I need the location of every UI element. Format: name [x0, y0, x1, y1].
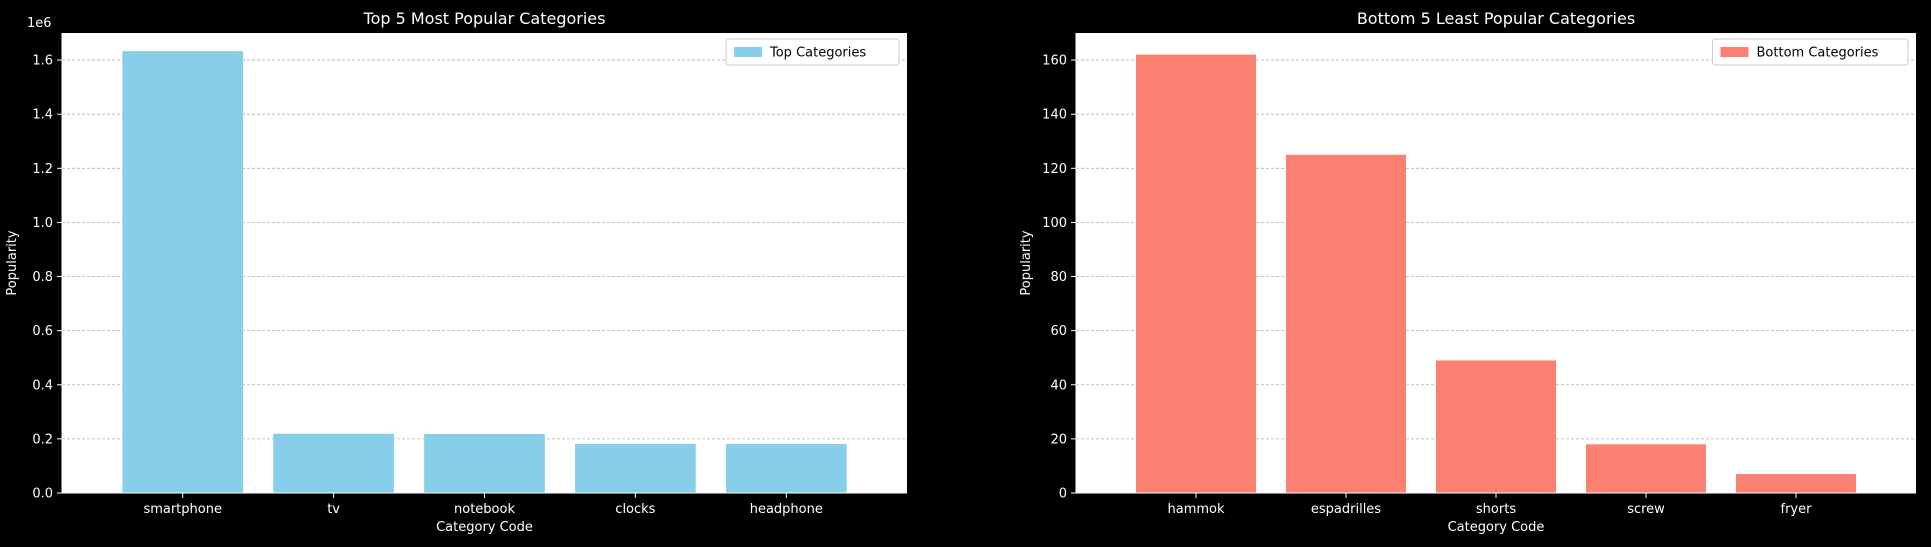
legend	[1712, 38, 1909, 66]
y-tick-label: 0.0	[32, 487, 53, 502]
chart-title: Top 5 Most Popular Categories	[363, 9, 606, 28]
y-tick-label: 80	[1050, 270, 1067, 285]
y-tick-label: 60	[1050, 324, 1067, 339]
chart-title: Bottom 5 Least Popular Categories	[1357, 9, 1635, 28]
y-tick-label: 1.4	[32, 108, 53, 123]
bar-hammok	[1136, 54, 1256, 493]
legend	[725, 38, 900, 66]
y-tick-label: 1.6	[32, 54, 53, 69]
y-tick-label: 0.4	[32, 378, 53, 393]
bar-espadrilles	[1286, 154, 1406, 493]
x-tick-label: espadrilles	[1311, 502, 1381, 517]
y-scale-label: 1e6	[27, 16, 52, 31]
legend-label: Bottom Categories	[1757, 46, 1879, 61]
x-tick-label: screw	[1627, 502, 1665, 517]
x-axis-label: Category Code	[1448, 520, 1545, 535]
y-tick-label: 40	[1050, 378, 1067, 393]
y-tick-label: 140	[1042, 108, 1067, 123]
bar-screw	[1586, 444, 1706, 493]
x-tick-label: tv	[327, 502, 340, 517]
y-tick-label: 1.0	[32, 216, 53, 231]
legend-swatch	[734, 47, 762, 57]
x-tick-label: headphone	[750, 502, 823, 517]
x-tick-label: shorts	[1476, 502, 1516, 517]
bar-shorts	[1436, 360, 1556, 493]
y-tick-label: 160	[1042, 54, 1067, 69]
x-tick-label: fryer	[1781, 502, 1813, 517]
y-tick-label: 0.2	[32, 432, 53, 447]
x-tick-label: clocks	[615, 502, 655, 517]
bar-tv	[273, 433, 394, 493]
bar-clocks	[575, 444, 696, 493]
y-axis-label: Popularity	[5, 230, 20, 295]
legend-swatch	[1720, 47, 1749, 57]
legend-label: Top Categories	[769, 46, 866, 61]
y-tick-label: 0.8	[32, 270, 53, 285]
bar-notebook	[424, 434, 545, 493]
y-tick-label: 0.6	[32, 324, 53, 339]
y-tick-label: 1.2	[32, 162, 53, 177]
bar-fryer	[1736, 474, 1856, 493]
y-tick-label: 120	[1042, 162, 1067, 177]
x-axis-label: Category Code	[436, 520, 533, 535]
bar-smartphone	[122, 51, 244, 493]
y-tick-label: 20	[1050, 432, 1067, 447]
y-tick-label: 0	[1059, 487, 1067, 502]
y-axis-label: Popularity	[1019, 230, 1034, 295]
bar-headphone	[725, 444, 847, 493]
x-tick-label: notebook	[454, 502, 515, 517]
y-tick-label: 100	[1042, 216, 1067, 231]
x-tick-label: smartphone	[143, 502, 222, 517]
x-tick-label: hammok	[1167, 502, 1224, 517]
